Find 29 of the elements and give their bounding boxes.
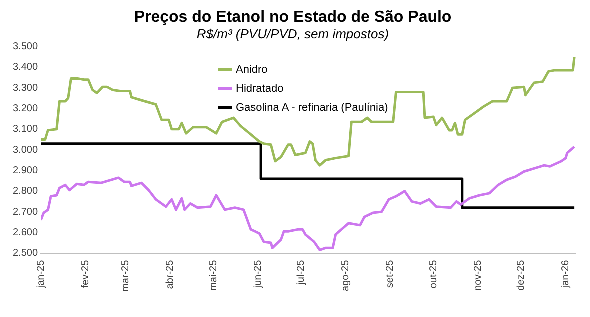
x-tick-label: fev-25 [80,260,92,288]
x-tick-label: dez-25 [516,260,528,291]
x-tick-label: mai-25 [208,260,220,291]
y-tick-label: 2.600 [12,227,38,238]
x-tick-label: ago-25 [340,260,352,292]
y-tick-label: 3.400 [12,62,38,74]
legend-label: Gasolina A - refinaria (Paulínia) [236,102,388,114]
x-tick-label: set-25 [385,260,396,288]
x-tick-label: out-25 [428,260,440,289]
y-tick-label: 2.800 [12,186,38,198]
y-tick-label: 2.500 [12,248,38,260]
x-tick-label: nov-25 [472,260,484,291]
chart-subtitle: R$/m³ (PVU/PVD, sem impostos) [196,26,390,42]
y-tick-label: 3.500 [12,42,38,53]
y-tick-label: 3.000 [12,144,38,156]
y-tick-label: 2.700 [12,206,38,218]
y-tick-label: 3.100 [12,124,38,136]
x-tick-label: jul-25 [296,260,308,286]
chart-title: Preços do Etanol no Estado de São Paulo [134,9,452,26]
legend-label: Hidratado [236,82,284,94]
x-tick-label: jan-25 [36,260,47,290]
x-tick-label: jan-26 [560,260,572,290]
x-tick-label: jun-25 [252,260,264,290]
x-tick-label: abr-25 [165,260,176,290]
y-tick-label: 3.200 [12,104,38,115]
legend-label: Anidro [236,64,268,76]
y-tick-label: 3.300 [12,82,38,94]
x-tick-label: mar-25 [120,260,132,292]
y-tick-label: 2.900 [12,165,38,176]
